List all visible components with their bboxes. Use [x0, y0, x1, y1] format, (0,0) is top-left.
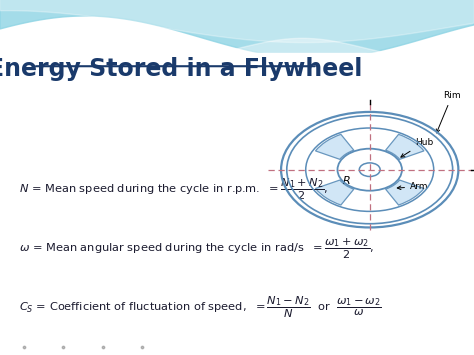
Wedge shape — [386, 134, 424, 159]
Wedge shape — [316, 180, 354, 205]
Text: Rim: Rim — [436, 91, 461, 133]
Circle shape — [359, 163, 380, 176]
Text: Arm: Arm — [397, 182, 428, 191]
Text: Hub: Hub — [401, 138, 433, 157]
Wedge shape — [386, 180, 424, 205]
Text: $C_S$ = Coefficient of fluctuation of speed,  $= \dfrac{N_1 - N_2}{N}$  or  $\df: $C_S$ = Coefficient of fluctuation of sp… — [19, 294, 382, 320]
Text: $\omega$ = Mean angular speed during the cycle in rad/s  $= \dfrac{\omega_1 + \o: $\omega$ = Mean angular speed during the… — [19, 236, 374, 261]
Text: Energy Stored in a Flywheel: Energy Stored in a Flywheel — [0, 57, 363, 81]
Text: R: R — [343, 176, 351, 186]
Wedge shape — [316, 134, 354, 159]
Text: $N$ = Mean speed during the cycle in r.p.m.  $= \dfrac{N_1 + N_2}{2},$: $N$ = Mean speed during the cycle in r.p… — [19, 177, 328, 202]
